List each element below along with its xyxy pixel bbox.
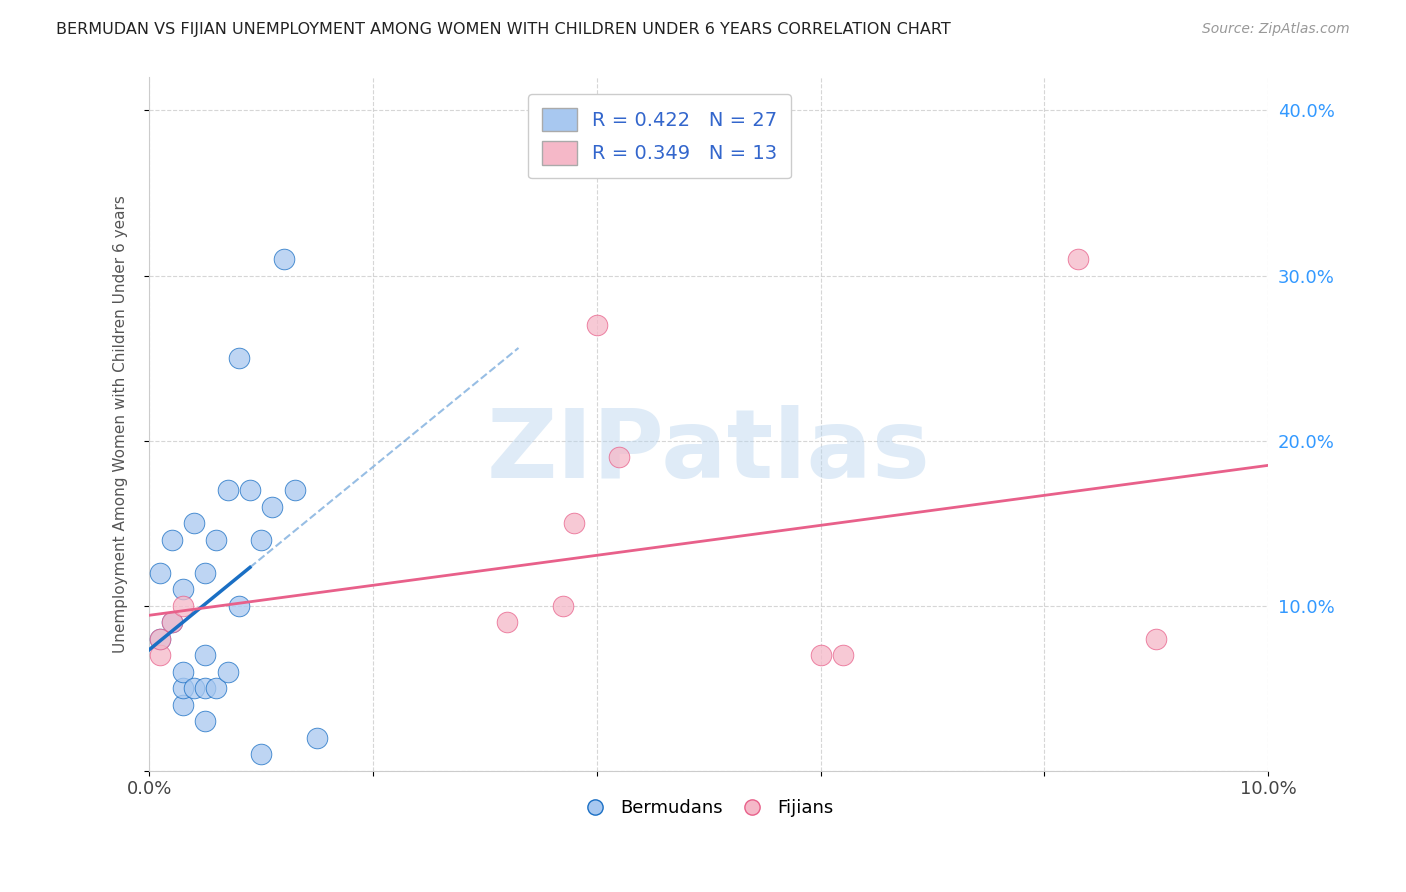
Point bbox=[194, 681, 217, 695]
Point bbox=[228, 351, 250, 365]
Point bbox=[205, 681, 228, 695]
Point bbox=[194, 566, 217, 580]
Point bbox=[172, 599, 194, 613]
Point bbox=[284, 483, 307, 497]
Point bbox=[564, 516, 586, 530]
Point bbox=[239, 483, 262, 497]
Y-axis label: Unemployment Among Women with Children Under 6 years: Unemployment Among Women with Children U… bbox=[114, 195, 128, 653]
Point bbox=[832, 648, 855, 662]
Legend: Bermudans, Fijians: Bermudans, Fijians bbox=[576, 791, 841, 824]
Point bbox=[160, 615, 183, 629]
Point bbox=[172, 665, 194, 679]
Point bbox=[217, 665, 239, 679]
Point bbox=[205, 533, 228, 547]
Point bbox=[250, 747, 273, 762]
Point bbox=[217, 483, 239, 497]
Point bbox=[273, 252, 295, 266]
Point bbox=[149, 648, 172, 662]
Point bbox=[172, 582, 194, 596]
Point bbox=[1067, 252, 1090, 266]
Point bbox=[585, 318, 607, 332]
Point bbox=[160, 615, 183, 629]
Text: Source: ZipAtlas.com: Source: ZipAtlas.com bbox=[1202, 22, 1350, 37]
Point bbox=[496, 615, 519, 629]
Point bbox=[194, 714, 217, 728]
Point bbox=[307, 731, 329, 745]
Point bbox=[149, 566, 172, 580]
Point bbox=[607, 450, 630, 464]
Point bbox=[553, 599, 575, 613]
Point bbox=[160, 533, 183, 547]
Text: BERMUDAN VS FIJIAN UNEMPLOYMENT AMONG WOMEN WITH CHILDREN UNDER 6 YEARS CORRELAT: BERMUDAN VS FIJIAN UNEMPLOYMENT AMONG WO… bbox=[56, 22, 950, 37]
Point bbox=[172, 681, 194, 695]
Point bbox=[183, 516, 205, 530]
Point bbox=[149, 632, 172, 646]
Point bbox=[250, 533, 273, 547]
Point bbox=[810, 648, 832, 662]
Text: ZIPatlas: ZIPatlas bbox=[486, 405, 931, 499]
Point bbox=[1144, 632, 1167, 646]
Point bbox=[262, 500, 284, 514]
Point bbox=[194, 648, 217, 662]
Point bbox=[149, 632, 172, 646]
Point bbox=[228, 599, 250, 613]
Point bbox=[172, 698, 194, 712]
Point bbox=[183, 681, 205, 695]
